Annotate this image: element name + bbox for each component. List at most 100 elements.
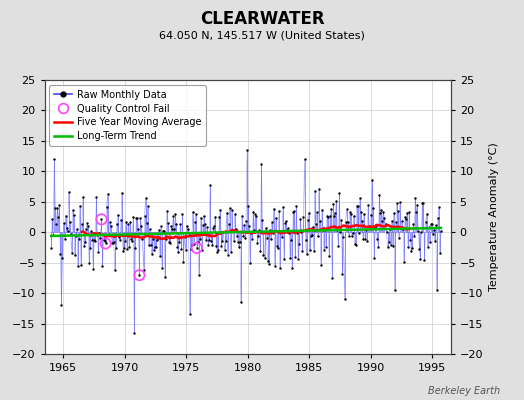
Point bbox=[368, 177, 376, 183]
Point bbox=[246, 260, 254, 266]
Point bbox=[308, 232, 316, 238]
Point bbox=[83, 220, 91, 227]
Point bbox=[347, 232, 356, 239]
Point bbox=[145, 242, 153, 248]
Point bbox=[402, 216, 410, 223]
Point bbox=[133, 214, 141, 221]
Point bbox=[135, 272, 144, 278]
Point bbox=[110, 239, 118, 246]
Point bbox=[415, 246, 423, 252]
Point bbox=[106, 223, 115, 229]
Point bbox=[414, 228, 422, 234]
Point bbox=[422, 210, 431, 217]
Point bbox=[249, 209, 257, 215]
Point bbox=[206, 182, 214, 188]
Point bbox=[51, 204, 60, 211]
Point bbox=[100, 238, 108, 244]
Point bbox=[80, 242, 88, 249]
Point bbox=[318, 207, 326, 213]
Point bbox=[276, 264, 284, 271]
Point bbox=[169, 213, 178, 219]
Point bbox=[90, 236, 99, 243]
Point bbox=[193, 245, 201, 251]
Point bbox=[187, 246, 195, 252]
Point bbox=[217, 243, 226, 249]
Point bbox=[245, 222, 253, 229]
Point bbox=[205, 236, 213, 243]
Point bbox=[118, 190, 126, 196]
Point bbox=[398, 218, 406, 224]
Point bbox=[222, 210, 231, 216]
Point bbox=[370, 255, 378, 262]
Point bbox=[148, 236, 157, 242]
Point bbox=[61, 213, 70, 219]
Point bbox=[284, 225, 292, 231]
Point bbox=[188, 241, 196, 248]
Point bbox=[212, 243, 221, 249]
Point bbox=[164, 220, 172, 226]
Point bbox=[359, 236, 367, 242]
Point bbox=[272, 243, 281, 249]
Point bbox=[353, 203, 361, 209]
Point bbox=[275, 208, 283, 214]
Point bbox=[200, 213, 208, 219]
Point bbox=[148, 251, 156, 257]
Point bbox=[391, 218, 400, 225]
Point bbox=[340, 296, 348, 302]
Point bbox=[379, 208, 388, 215]
Point bbox=[139, 267, 148, 274]
Point bbox=[227, 206, 236, 213]
Point bbox=[171, 211, 180, 218]
Point bbox=[341, 218, 350, 225]
Point bbox=[100, 236, 108, 243]
Point bbox=[410, 232, 419, 239]
Point bbox=[352, 242, 360, 248]
Point bbox=[136, 215, 145, 222]
Point bbox=[170, 226, 179, 232]
Point bbox=[432, 222, 440, 228]
Point bbox=[363, 238, 371, 244]
Point bbox=[351, 241, 359, 248]
Point bbox=[57, 302, 66, 308]
Point bbox=[147, 242, 155, 248]
Point bbox=[263, 235, 271, 241]
Text: CLEARWATER: CLEARWATER bbox=[200, 10, 324, 28]
Point bbox=[355, 229, 363, 236]
Point bbox=[116, 237, 124, 243]
Point bbox=[232, 226, 240, 233]
Point bbox=[179, 258, 188, 265]
Point bbox=[113, 221, 121, 227]
Point bbox=[326, 213, 334, 220]
Point bbox=[70, 212, 78, 218]
Point bbox=[305, 247, 314, 253]
Point bbox=[419, 200, 428, 206]
Point bbox=[417, 229, 425, 235]
Point bbox=[221, 238, 230, 244]
Point bbox=[123, 246, 132, 252]
Point bbox=[290, 208, 299, 214]
Point bbox=[356, 195, 364, 202]
Point bbox=[174, 248, 182, 255]
Point bbox=[89, 266, 97, 272]
Point bbox=[421, 219, 430, 226]
Point bbox=[364, 202, 372, 208]
Point bbox=[195, 236, 204, 242]
Point bbox=[226, 249, 235, 255]
Point bbox=[73, 226, 81, 232]
Point bbox=[111, 267, 119, 274]
Point bbox=[52, 220, 61, 227]
Point bbox=[189, 209, 197, 216]
Point bbox=[333, 227, 342, 233]
Point bbox=[233, 232, 241, 239]
Point bbox=[130, 330, 138, 336]
Point bbox=[158, 264, 166, 271]
Point bbox=[185, 311, 194, 318]
Point bbox=[299, 214, 308, 220]
Point bbox=[201, 221, 209, 228]
Legend: Raw Monthly Data, Quality Control Fail, Five Year Moving Average, Long-Term Tren: Raw Monthly Data, Quality Control Fail, … bbox=[49, 85, 206, 146]
Point bbox=[403, 210, 411, 216]
Point bbox=[150, 244, 159, 250]
Point bbox=[431, 238, 439, 244]
Point bbox=[241, 235, 249, 242]
Point bbox=[343, 219, 352, 226]
